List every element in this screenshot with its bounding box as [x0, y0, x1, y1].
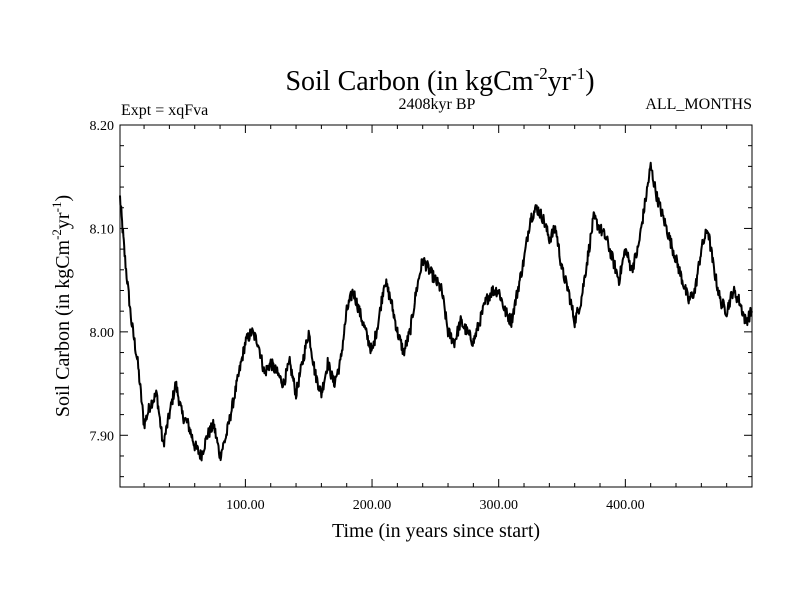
x-tick-label: 400.00: [606, 498, 645, 513]
chart-title: Soil Carbon (in kgCm-2yr-1): [285, 64, 594, 97]
y-tick-label: 8.20: [90, 119, 115, 134]
x-tick-label: 300.00: [479, 498, 518, 513]
x-axis-label: Time (in years since start): [332, 520, 540, 542]
plot-frame: [119, 124, 753, 488]
subtitle-months: ALL_MONTHS: [645, 96, 752, 113]
x-axis: 100.00 200.00 300.00 400.00: [143, 125, 728, 513]
subtitle-experiment: Expt = xqFva: [121, 102, 208, 119]
y-tick-label: 8.10: [90, 222, 115, 237]
y-axis-label: Soil Carbon (in kgCm-2yr-1): [49, 195, 74, 417]
y-tick-label: 8.00: [90, 326, 115, 341]
series-line-soil-carbon: [119, 161, 753, 462]
y-axis: 7.90 8.00 8.10 8.20: [90, 119, 752, 478]
x-tick-label: 100.00: [226, 498, 265, 513]
subtitle-period: 2408kyr BP: [399, 96, 476, 113]
y-tick-label: 7.90: [90, 429, 115, 444]
x-tick-label: 200.00: [353, 498, 392, 513]
